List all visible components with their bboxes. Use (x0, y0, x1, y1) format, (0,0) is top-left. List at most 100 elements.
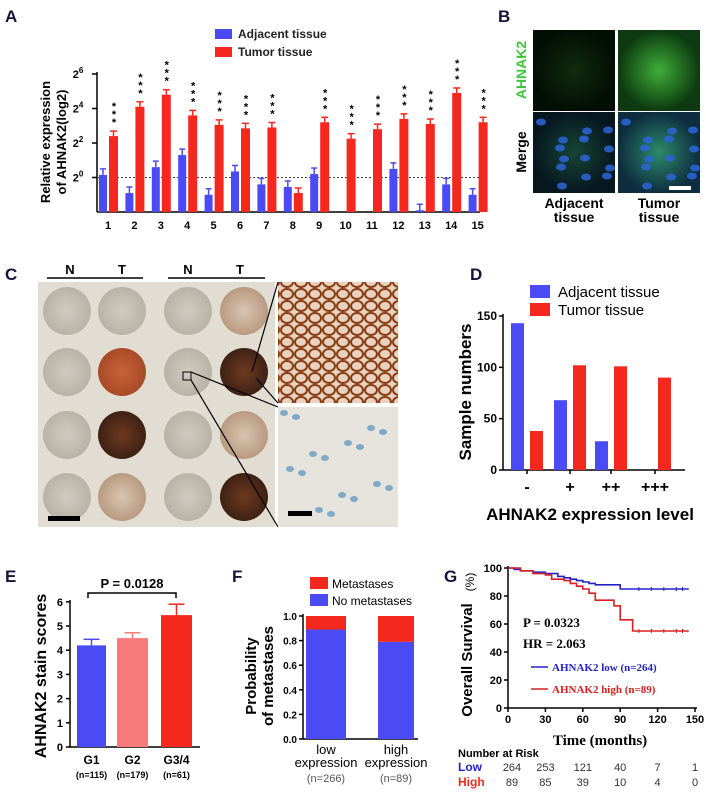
significance-stars: * * * (270, 92, 275, 120)
nucleus (558, 136, 568, 144)
risk-row-label-high: High (458, 775, 485, 789)
tissue-core (220, 287, 268, 335)
zoom-region-box (182, 371, 192, 381)
nucleus (644, 155, 654, 163)
nucleus (666, 173, 676, 181)
significance-stars: * * * (402, 84, 407, 112)
y-tick-label: 0.0 (283, 735, 297, 746)
star: * (349, 112, 354, 124)
star: * (429, 97, 434, 109)
y-tick-label: 20 (490, 675, 502, 687)
p-value: P = 0.0128 (100, 576, 163, 591)
star: * (138, 72, 143, 84)
tissue-core (98, 287, 146, 335)
y-tick-label: 60 (490, 619, 502, 631)
star: * (402, 92, 407, 104)
bar-metastases (378, 616, 414, 642)
y-tick-label: 0.8 (283, 637, 297, 648)
x-tick-label: + (565, 479, 574, 496)
y-tick-label: 26 (73, 66, 84, 81)
x-tick-label: 60 (577, 714, 589, 726)
nucleus (350, 496, 358, 502)
bar-adjacent (442, 184, 451, 212)
star: * (270, 100, 275, 112)
nucleus (555, 144, 565, 152)
star: * (455, 58, 460, 70)
risk-value: 39 (577, 777, 589, 789)
star: * (112, 109, 117, 121)
risk-value: 85 (539, 777, 551, 789)
nucleus (556, 163, 566, 171)
nucleus (385, 485, 393, 491)
y-tick-label: 0 (496, 703, 502, 715)
bar-adjacent (99, 174, 107, 212)
significance-stars: * * * (217, 90, 222, 118)
survival-curve-high (508, 567, 689, 632)
bar-adjacent (283, 186, 292, 212)
x-tick-label: 7 (263, 220, 269, 232)
tissue-core (220, 473, 268, 521)
legend-swatch-adjacent (215, 29, 232, 39)
zoom-image-tumor (278, 282, 398, 403)
x-tick-label: 11 (366, 220, 378, 232)
x-tick-label: expression (365, 755, 428, 770)
scale-bar (669, 186, 691, 190)
bar-adjacent (151, 167, 160, 212)
star: * (217, 90, 222, 102)
x-tick-label: 10 (339, 220, 351, 232)
y-axis-title-line: of AHNAK2(log2) (54, 90, 69, 195)
bar-adjacent (310, 174, 319, 212)
bar-tumor (530, 430, 543, 470)
nucleus (689, 145, 699, 153)
panel-label-g: G (444, 567, 457, 586)
y-tick-label: 0.6 (283, 661, 297, 672)
zoom-connector (255, 377, 279, 404)
bar-tumor (373, 129, 382, 212)
column-header-n: N (183, 262, 192, 277)
col-label-adjacent: Adjacent (544, 195, 603, 211)
star: * (481, 95, 486, 107)
risk-value: 253 (536, 762, 554, 774)
x-tick-label: G2 (124, 753, 140, 767)
star: * (376, 110, 381, 122)
n-label: (n=89) (380, 773, 412, 785)
panel-label-c: C (5, 265, 17, 284)
y-tick-label: 1.0 (283, 612, 297, 623)
y-axis-title: Relative expressionof AHNAK2(log2) (38, 81, 69, 203)
tissue-core (43, 348, 91, 396)
star: * (217, 106, 222, 118)
panel-label-b: B (498, 7, 510, 26)
risk-value: 1 (692, 762, 698, 774)
nucleus (687, 172, 697, 180)
x-tick-label: 3 (158, 220, 164, 232)
nucleus (688, 126, 698, 134)
bar-adjacent (554, 400, 567, 470)
y-axis-title-line: of metastases (260, 626, 277, 726)
star: * (481, 87, 486, 99)
bar-adjacent (257, 184, 266, 212)
y-tick-label: 0.4 (283, 686, 297, 697)
column-header-n: N (65, 262, 74, 277)
nucleus (621, 118, 631, 126)
star: * (376, 102, 381, 114)
risk-row-label-low: Low (458, 760, 483, 774)
y-tick-label: 20 (73, 170, 84, 185)
y-tick-label: 0 (490, 463, 497, 477)
nucleus (286, 466, 294, 472)
y-tick-label: 6 (57, 597, 63, 609)
nucleus (315, 507, 323, 513)
col-label-adjacent: tissue (554, 209, 595, 225)
bar-tumor (161, 94, 171, 212)
star: * (323, 103, 328, 115)
tissue-core (98, 411, 146, 459)
y-tick-label: 24 (73, 101, 84, 116)
legend-label: Tumor tissue (558, 302, 644, 319)
x-tick-label: low (316, 742, 336, 757)
x-tick-label: 4 (184, 220, 191, 232)
n-label: (n=61) (163, 770, 190, 780)
col-label-tumor: tissue (639, 209, 680, 225)
x-tick-label: 150 (686, 714, 704, 726)
star: * (402, 84, 407, 96)
risk-value: 89 (506, 777, 518, 789)
y-tick-exponent: 6 (79, 66, 84, 75)
